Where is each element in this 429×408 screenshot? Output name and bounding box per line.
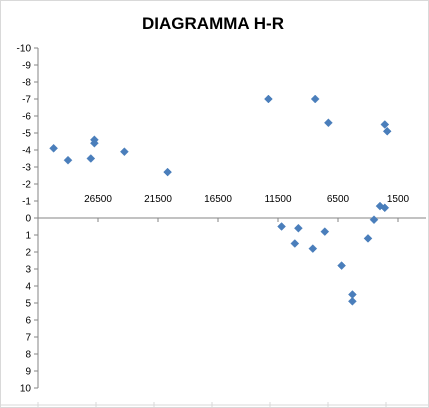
y-tick-label: -5 [22,129,31,140]
y-tick-label: 7 [25,333,31,344]
data-point [120,147,129,157]
y-tick-label: -10 [17,44,32,55]
data-point [163,167,172,177]
data-point [290,239,300,248]
data-point [348,296,357,306]
y-tick-label: -7 [22,95,31,106]
x-tick-label: 21500 [144,194,172,205]
x-tick-label: 1500 [387,194,410,205]
data-point [63,155,73,165]
data-point [363,234,373,243]
data-point [380,120,390,129]
data-point [294,223,303,233]
y-tick-label: 1 [25,231,31,242]
data-point [310,94,320,104]
x-tick-label: 11500 [264,194,292,205]
data-point [369,215,379,225]
data-point [308,244,318,253]
y-tick-label: 9 [25,367,31,378]
data-point [49,143,58,153]
x-tick-label: 16500 [204,194,232,205]
data-point [264,94,273,104]
data-point [320,227,330,236]
y-tick-label: 8 [25,350,31,361]
y-tick-label: 10 [20,384,32,395]
data-point [382,126,392,136]
y-tick-label: -6 [22,112,31,123]
data-point [337,261,346,270]
y-tick-label: 3 [25,265,31,276]
y-tick-label: -8 [22,78,31,89]
y-tick-label: -9 [22,61,31,72]
data-point [380,203,390,213]
x-tick-label: 6500 [327,194,350,205]
data-point [324,118,333,128]
data-point [86,154,96,163]
y-tick-label: -4 [22,146,31,157]
data-point [277,222,286,231]
y-tick-label: 4 [25,282,31,293]
y-tick-label: 5 [25,299,31,310]
y-tick-label: -2 [22,180,31,191]
x-tick-label: 26500 [84,194,112,205]
y-tick-label: 6 [25,316,31,327]
chart-title: DIAGRAMMA H-R [142,14,284,33]
y-tick-label: 0 [25,214,31,225]
y-tick-label: 2 [25,248,31,259]
y-tick-label: -3 [22,163,31,174]
y-tick-label: -1 [22,197,31,208]
points-group [49,94,392,306]
data-point [90,138,99,148]
